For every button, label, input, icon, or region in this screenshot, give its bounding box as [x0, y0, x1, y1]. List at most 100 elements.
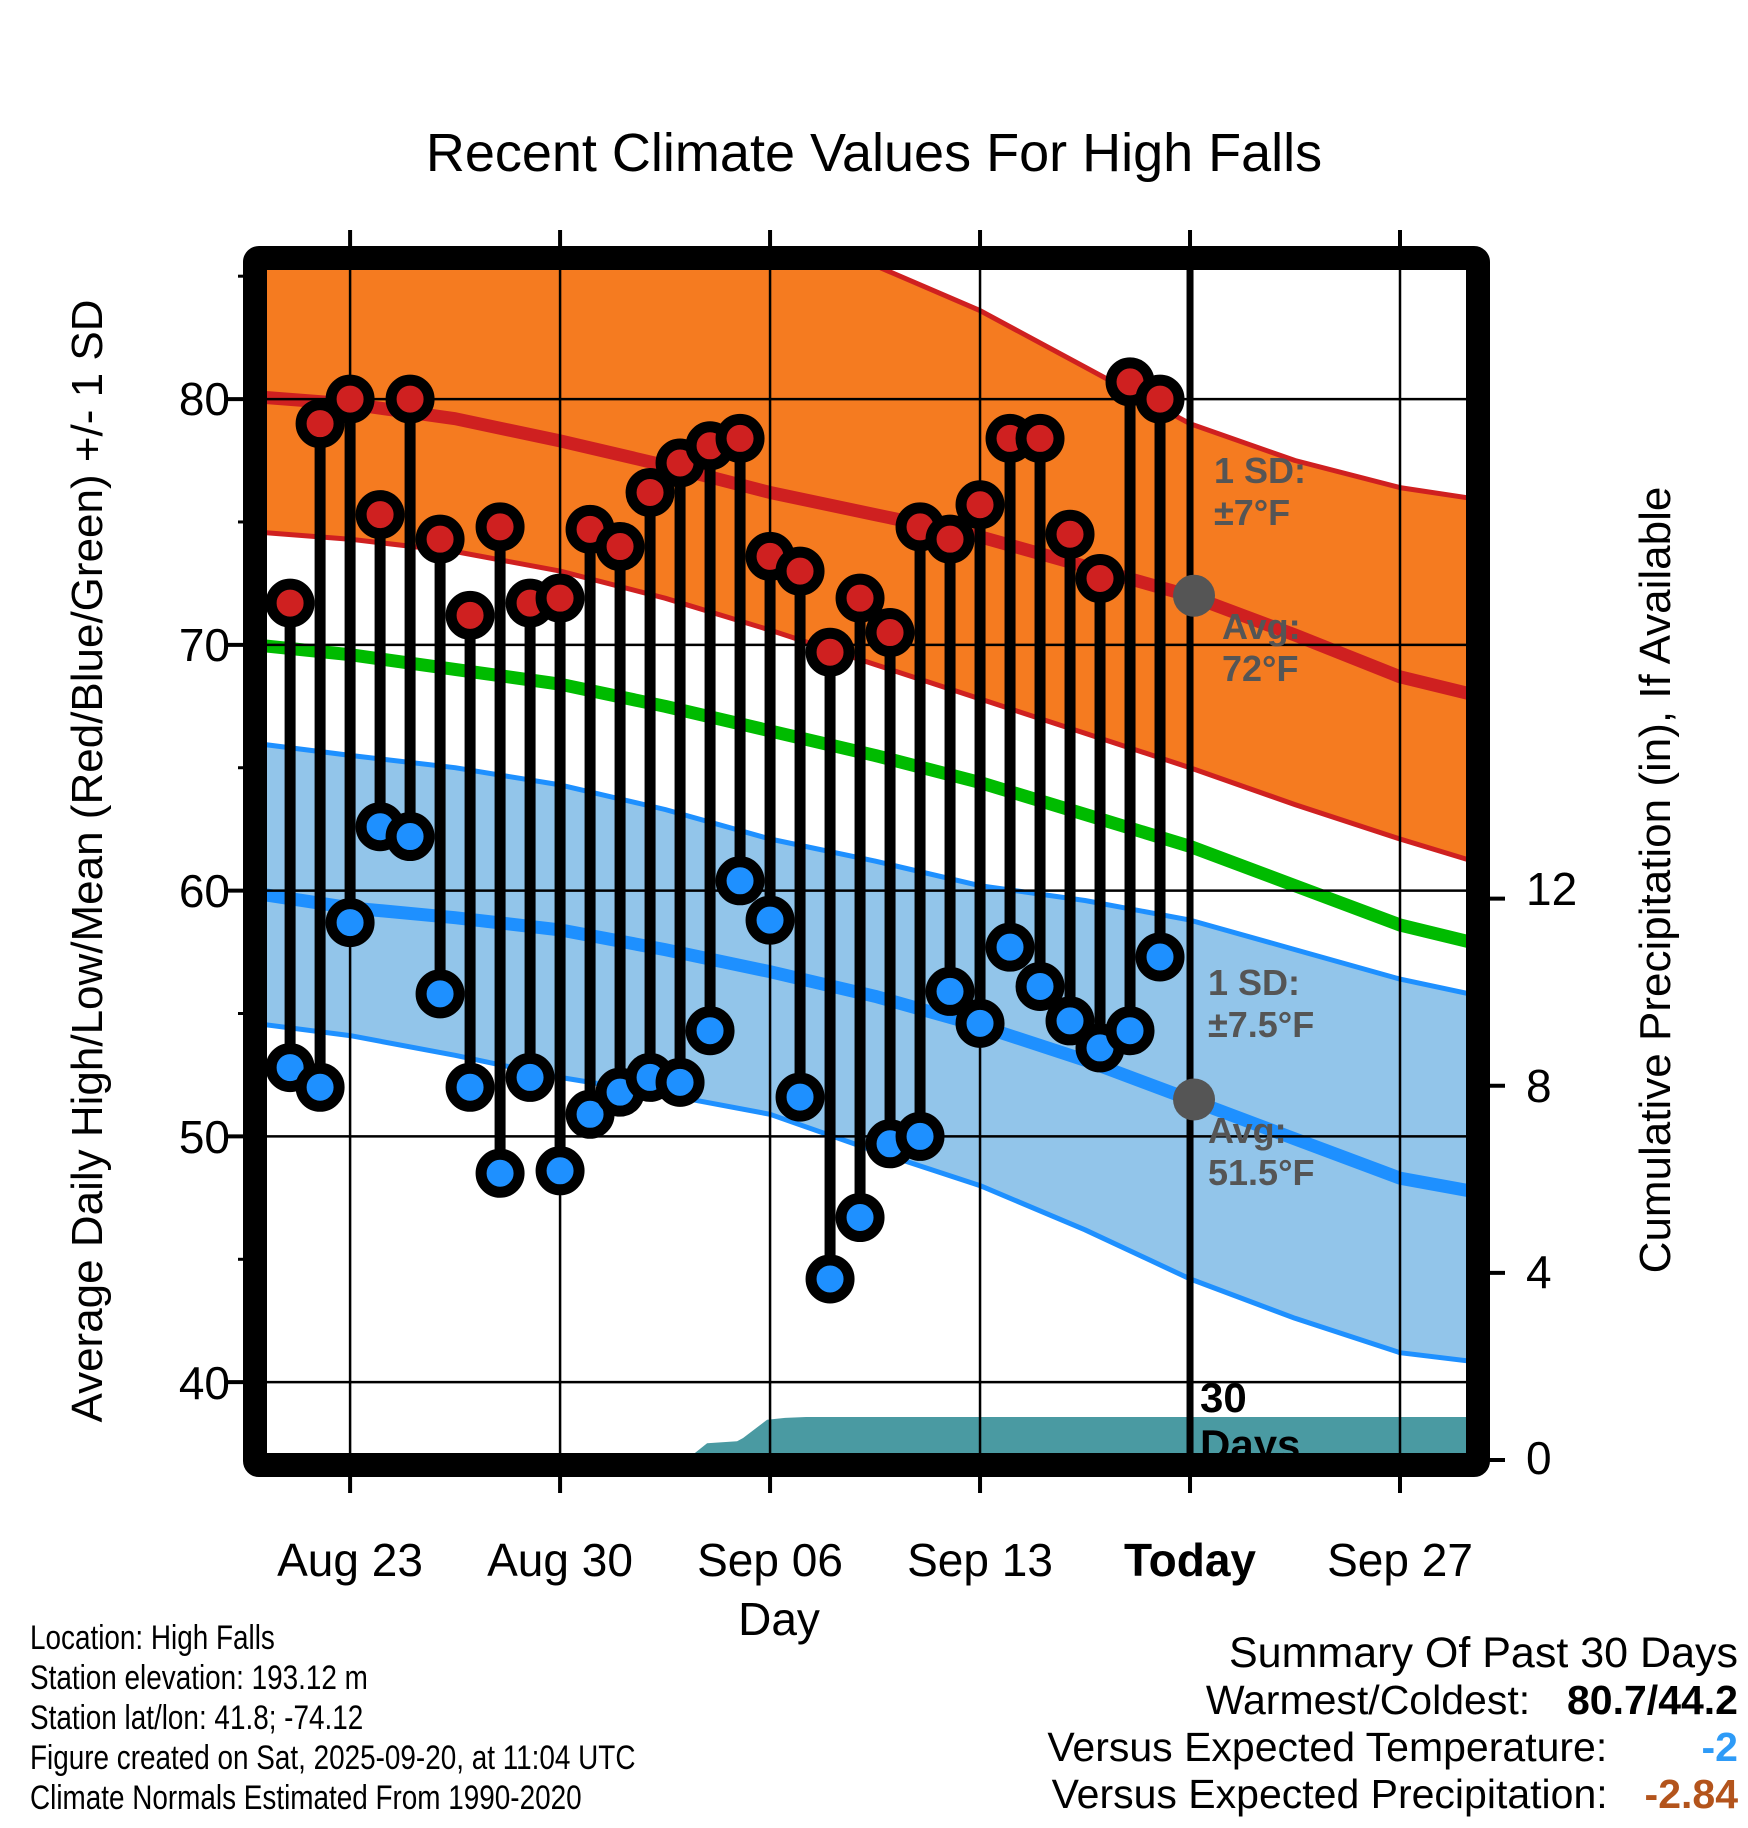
precip-tick-4: 4: [1526, 1246, 1552, 1298]
low-avg-value: 51.5°F: [1208, 1152, 1315, 1194]
daily-low-dot: [1015, 961, 1065, 1011]
page-title: Recent Climate Values For High Falls: [425, 123, 1323, 183]
daily-high-dot: [355, 490, 405, 540]
daily-low-dot: [655, 1057, 705, 1107]
daily-low-dot: [295, 1062, 345, 1112]
station-elevation: Station elevation: 193.12 m: [30, 1659, 368, 1697]
today-avg-high-marker: [1173, 574, 1216, 617]
daily-high-dot: [265, 578, 315, 628]
daily-low-dot: [685, 1006, 735, 1056]
precip-tick-0: 0: [1526, 1432, 1552, 1484]
daily-high-dot: [625, 467, 675, 517]
precip-days-line1: 30: [1200, 1374, 1247, 1421]
high-sd-value: ±7°F: [1214, 492, 1291, 534]
daily-high-dot: [475, 502, 525, 552]
station-info: Location: High Falls Station elevation: …: [30, 1618, 635, 1818]
x-tick-sep27: Sep 27: [1327, 1534, 1473, 1586]
daily-high-dot: [1045, 509, 1095, 559]
daily-low-dot: [955, 998, 1005, 1048]
daily-low-dot: [415, 969, 465, 1019]
precip-tick-8: 8: [1526, 1060, 1552, 1112]
x-tick-sep13: Sep 13: [907, 1534, 1053, 1586]
daily-low-dot: [325, 898, 375, 948]
daily-high-dot: [415, 514, 465, 564]
high-avg-value: 72°F: [1222, 648, 1299, 690]
daily-low-dot: [1045, 996, 1095, 1046]
low-band-top-edge: [255, 740, 1478, 999]
summary-value: -2: [1701, 1724, 1738, 1770]
daily-low-dot: [745, 895, 795, 945]
x-tick-sep06: Sep 06: [697, 1534, 843, 1586]
daily-high-dot: [835, 573, 885, 623]
daily-high-dot: [955, 480, 1005, 530]
precip-days-annotation: 30 Days: [1200, 1374, 1300, 1468]
daily-high-dot: [925, 514, 975, 564]
summary-label: Versus Expected Temperature:: [1047, 1724, 1608, 1770]
summary-value: -2.84: [1644, 1771, 1738, 1817]
x-axis-label: Day: [738, 1593, 820, 1645]
x-tick-today: Today: [1123, 1534, 1257, 1586]
summary-title: Summary Of Past 30 Days: [1229, 1629, 1738, 1677]
x-tick-aug30: Aug 30: [487, 1534, 633, 1586]
high-band-top-edge: [834, 258, 1478, 502]
daily-low-dot: [805, 1254, 855, 1304]
summary-value: 80.7/44.2: [1567, 1677, 1738, 1723]
summary-past-30-days: Summary Of Past 30 Days Warmest/Coldest:…: [1047, 1630, 1738, 1818]
y-tick-70: 70: [178, 619, 230, 671]
cumulative-precip-area: [686, 1417, 1478, 1463]
low-sd-label: 1 SD:: [1208, 962, 1301, 1003]
x-tick-aug23: Aug 23: [277, 1534, 423, 1586]
daily-high-dot: [445, 590, 495, 640]
low-avg-label: Avg:: [1208, 1110, 1287, 1151]
avg-mean-line: [255, 638, 1478, 951]
daily-low-dot: [535, 1146, 585, 1196]
daily-high-dot: [805, 627, 855, 677]
daily-low-dot: [895, 1111, 945, 1161]
daily-low-dot: [475, 1148, 525, 1198]
y-tick-40: 40: [178, 1357, 230, 1409]
daily-high-dot: [775, 546, 825, 596]
daily-high-dot: [865, 608, 915, 658]
summary-row-vs-precipitation: Versus Expected Precipitation: -2.84: [1047, 1771, 1738, 1818]
y-tick-50: 50: [178, 1111, 230, 1163]
today-avg-low-marker: [1173, 1078, 1216, 1121]
left-axis-label: Average Daily High/Low/Mean (Red/Blue/Gr…: [63, 299, 112, 1423]
daily-high-dot: [1075, 553, 1125, 603]
daily-data: [265, 357, 1185, 1304]
daily-low-dot: [1135, 932, 1185, 982]
daily-high-dot: [385, 374, 435, 424]
daily-high-dot: [325, 374, 375, 424]
avg-high-line: [255, 390, 1478, 703]
daily-high-dot: [295, 399, 345, 449]
daily-high-dot: [595, 522, 645, 572]
daily-low-dot: [445, 1062, 495, 1112]
summary-label: Warmest/Coldest:: [1205, 1677, 1531, 1723]
station-location: Location: High Falls: [30, 1619, 275, 1657]
figure-created: Figure created on Sat, 2025-09-20, at 11…: [30, 1739, 636, 1777]
summary-row-warmest-coldest: Warmest/Coldest: 80.7/44.2: [1047, 1677, 1738, 1724]
right-axis-label: Cumulative Precipitation (in), If Availa…: [1631, 486, 1680, 1274]
daily-low-dot: [985, 922, 1035, 972]
low-sd-annotation: 1 SD: ±7.5°F: [1208, 962, 1314, 1047]
summary-row-vs-temperature: Versus Expected Temperature: -2: [1047, 1724, 1738, 1771]
daily-low-dot: [1105, 1006, 1155, 1056]
plot-border: [243, 246, 1490, 1477]
high-avg-label: Avg:: [1222, 606, 1301, 647]
avg-low-line: [255, 886, 1478, 1199]
precip-tick-12: 12: [1526, 863, 1578, 915]
daily-low-dot: [925, 966, 975, 1016]
daily-high-dot: [715, 413, 765, 463]
high-avg-annotation: Avg: 72°F: [1222, 606, 1301, 691]
high-sd-annotation: 1 SD: ±7°F: [1214, 450, 1306, 535]
daily-low-dot: [385, 812, 435, 862]
axis-ticks: [228, 230, 1505, 1493]
daily-low-dot: [505, 1052, 555, 1102]
y-tick-60: 60: [178, 865, 230, 917]
daily-high-dot: [1135, 374, 1185, 424]
high-sd-label: 1 SD:: [1214, 450, 1307, 491]
low-avg-annotation: Avg: 51.5°F: [1208, 1110, 1314, 1195]
low-sd-value: ±7.5°F: [1208, 1004, 1315, 1046]
summary-label: Versus Expected Precipitation:: [1051, 1771, 1608, 1817]
